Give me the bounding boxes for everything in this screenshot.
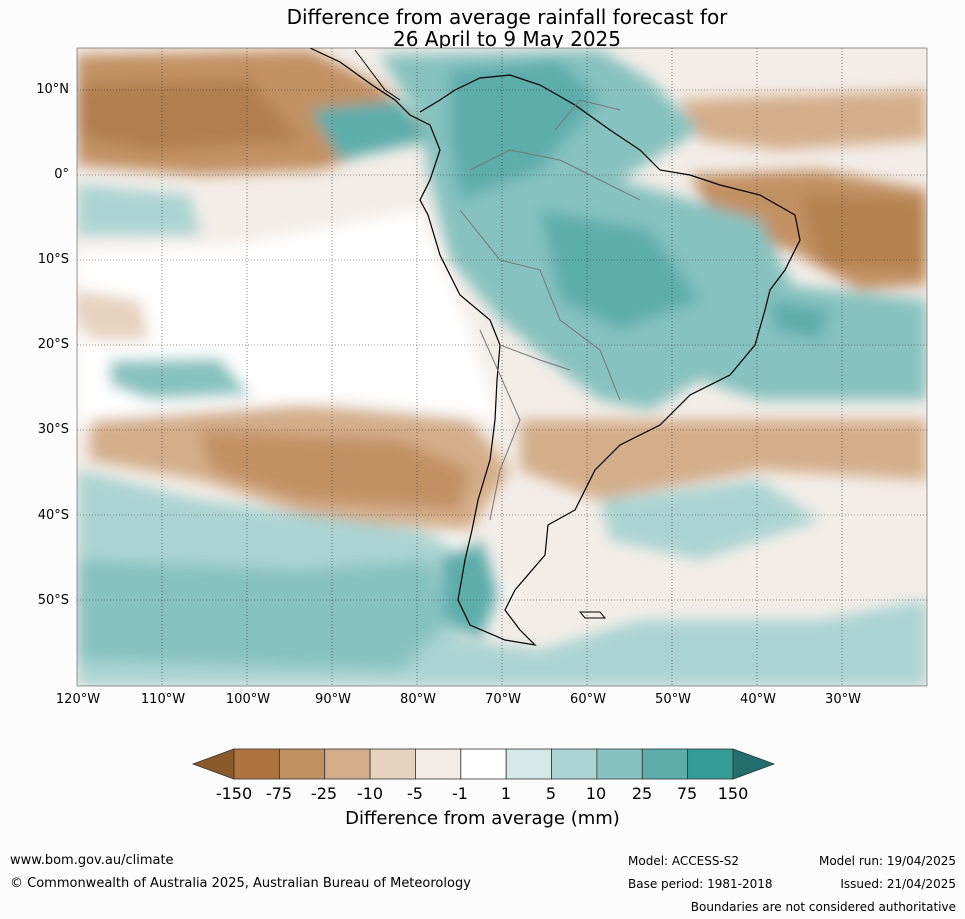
lat-label-0: 0° (54, 167, 69, 182)
wet-region-atlantic-core (770, 300, 830, 340)
lon-label-70w: 70°W (485, 692, 521, 707)
wet-region-south-core (77, 560, 450, 670)
dry-region-south-core (200, 430, 470, 510)
colorbar-tick: 150 (717, 784, 749, 803)
lon-label-100w: 100°W (225, 692, 271, 707)
wet-region-south-atlantic (600, 480, 820, 560)
model-run-date: Model run: 19/04/2025 (818, 854, 956, 868)
colorbar-tick: -10 (356, 784, 384, 803)
lat-label-40s: 40°S (37, 508, 69, 523)
wet-region-eq-pacific (77, 185, 200, 235)
dry-region-south-atlantic (520, 420, 927, 500)
lon-label-30w: 30°W (825, 692, 861, 707)
lon-label-80w: 80°W (400, 692, 436, 707)
wet-region-pacific (110, 358, 250, 400)
wet-region-continent-core (450, 60, 600, 200)
model-name: Model: ACCESS-S2 (628, 854, 740, 868)
colorbar-tick: -25 (310, 784, 338, 803)
colorbar-tick: -75 (265, 784, 293, 803)
copyright-text: © Commonwealth of Australia 2025, Austra… (10, 876, 471, 891)
anomaly-contours (77, 50, 927, 686)
colorbar-cell (460, 748, 507, 780)
lat-label-10n: 10°N (36, 82, 69, 97)
lon-label-90w: 90°W (315, 692, 351, 707)
colorbar (191, 748, 776, 780)
falkland-islands (578, 611, 607, 619)
lat-label-50s: 50°S (37, 593, 69, 608)
colorbar-cell (641, 748, 689, 780)
lon-label-60w: 60°W (570, 692, 606, 707)
lon-label-40w: 40°W (740, 692, 776, 707)
colorbar-tick: 25 (631, 784, 653, 803)
map-title-line2: 26 April to 9 May 2025 (393, 27, 621, 51)
colorbar-label: Difference from average (mm) (345, 808, 620, 829)
base-period: Base period: 1981-2018 (628, 877, 773, 891)
dry-region-pacific-small (77, 290, 150, 340)
colorbar-cell (687, 748, 734, 780)
graticule (77, 48, 927, 686)
colorbar-cell (369, 748, 416, 780)
wet-region-amazon (540, 210, 700, 330)
colorbar-cell (505, 748, 552, 780)
map-field (77, 48, 927, 686)
colorbar-tick: 75 (676, 784, 698, 803)
wet-region-patagonia (440, 540, 500, 640)
colorbar-min-extend (191, 748, 235, 780)
colorbar-cell (233, 748, 280, 780)
website-link[interactable]: www.bom.gov.au/climate (10, 853, 174, 868)
colorbar-cells (233, 748, 734, 780)
colorbar-cell (551, 748, 598, 780)
colorbar-tick: -1 (452, 784, 468, 803)
colorbar-tick: -150 (215, 784, 253, 803)
colorbar-max-extend (732, 748, 776, 780)
colorbar-tick: 1 (500, 784, 512, 803)
lat-label-20s: 20°S (37, 337, 69, 352)
colorbar-tick: 5 (545, 784, 557, 803)
lon-label-110w: 110°W (140, 692, 186, 707)
colorbar-cell (324, 748, 371, 780)
lat-label-10s: 10°S (37, 252, 69, 267)
lon-label-50w: 50°W (655, 692, 691, 707)
wet-region-caribbean (310, 100, 430, 160)
lat-label-30s: 30°S (37, 422, 69, 437)
dry-region-atlantic-core (800, 195, 927, 270)
dry-region-atlantic (680, 90, 927, 150)
issued-date: Issued: 21/04/2025 (840, 877, 956, 891)
boundaries-disclaimer: Boundaries are not considered authoritat… (690, 900, 956, 914)
south-america-coastline (309, 48, 801, 646)
map-title-line1: Difference from average rainfall forecas… (286, 5, 728, 29)
central-america-coastline (354, 49, 401, 101)
dry-region-north-core (77, 80, 300, 150)
country-borders (459, 99, 641, 521)
lon-label-120w: 120°W (55, 692, 101, 707)
colorbar-cell (415, 748, 462, 780)
colorbar-cell (278, 748, 326, 780)
colorbar-cell (596, 748, 643, 780)
wet-region-atlantic (700, 280, 927, 400)
colorbar-tick: -5 (407, 784, 423, 803)
colorbar-tick: 10 (585, 784, 607, 803)
map-frame (76, 47, 928, 687)
